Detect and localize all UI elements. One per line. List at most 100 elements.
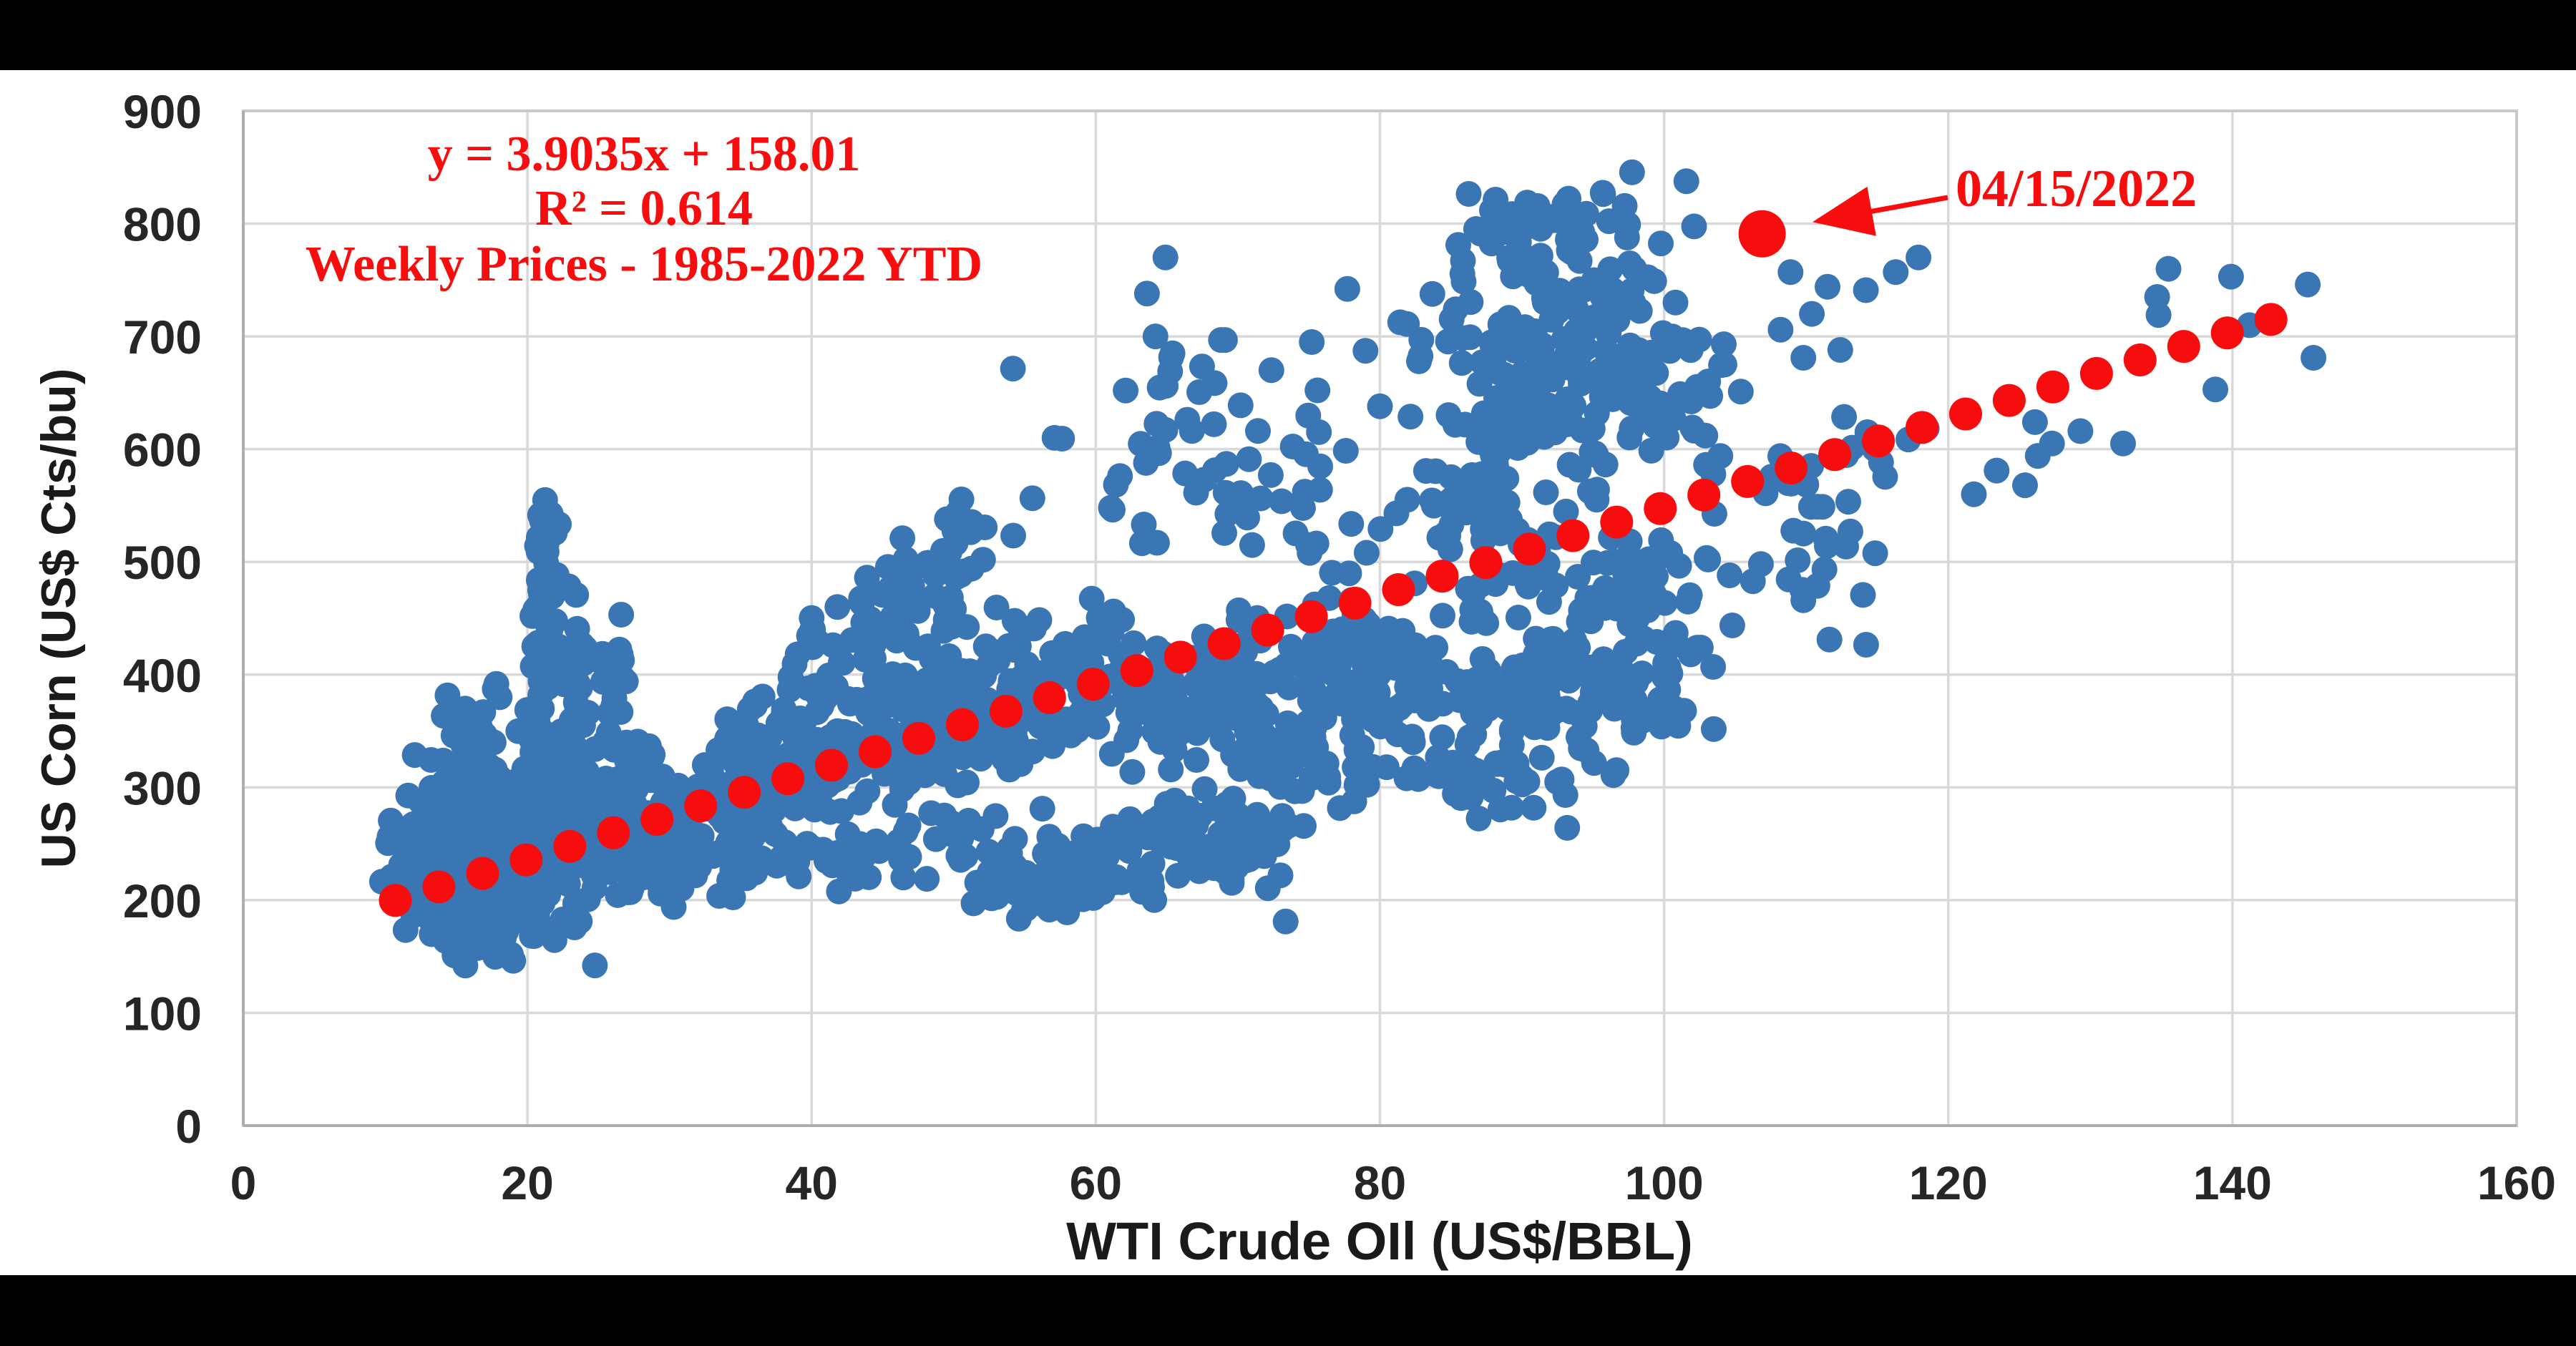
data-point [1423, 458, 1449, 484]
data-point [1095, 625, 1121, 652]
data-point [1853, 277, 1879, 303]
data-point [1244, 801, 1270, 828]
data-point [1597, 351, 1623, 377]
data-point [1121, 630, 1147, 656]
x-tick-100: 100 [1625, 1156, 1704, 1209]
data-point [1465, 805, 1492, 832]
data-point [892, 546, 919, 572]
trendline-dot [2036, 370, 2069, 404]
trendline-dot [1251, 613, 1284, 647]
data-point [1297, 688, 1323, 713]
data-point [1227, 392, 1254, 419]
trendline-dot [379, 884, 412, 917]
data-point [763, 852, 789, 878]
data-point [789, 708, 815, 734]
data-point [552, 735, 578, 761]
data-point [1143, 411, 1170, 437]
y-tick-500: 500 [123, 536, 202, 589]
data-point [1373, 754, 1400, 781]
data-point [581, 874, 608, 901]
data-point [2021, 409, 2048, 435]
data-point [1631, 698, 1657, 725]
r-squared-label: R² = 0.614 [535, 181, 753, 236]
data-point [934, 506, 960, 532]
x-tick-60: 60 [1070, 1156, 1122, 1209]
trendline-dot [859, 735, 892, 769]
data-point [889, 525, 916, 552]
data-point [529, 507, 555, 534]
data-point [954, 769, 980, 796]
data-point [1566, 457, 1592, 483]
trendline-dot [771, 762, 805, 796]
data-point [1236, 446, 1262, 472]
data-point [1397, 404, 1424, 430]
trendline-dot [1949, 397, 1982, 431]
data-point [1236, 749, 1263, 776]
data-point [1777, 259, 1804, 286]
data-point [1533, 565, 1560, 592]
data-point [600, 693, 627, 719]
data-point [431, 703, 457, 729]
data-point [914, 866, 940, 892]
data-point [1289, 494, 1316, 521]
data-point [1437, 536, 1463, 562]
data-point [1727, 379, 1754, 405]
data-point [1528, 744, 1555, 771]
data-point [1619, 159, 1645, 185]
data-point [1595, 380, 1621, 406]
data-point [1226, 597, 1252, 623]
data-point [1636, 391, 1662, 418]
data-point [388, 852, 414, 878]
trendline-dot [1687, 478, 1721, 512]
data-point [1526, 691, 1552, 716]
data-point [1282, 520, 1309, 547]
data-point [582, 952, 608, 979]
data-point [1652, 694, 1678, 721]
data-point [1301, 714, 1327, 741]
data-point [931, 802, 957, 829]
data-point [1304, 377, 1331, 404]
data-point [1565, 564, 1591, 590]
data-point [486, 764, 512, 791]
data-point [1445, 232, 1471, 258]
data-point [1536, 589, 1562, 615]
data-point [1264, 747, 1291, 774]
trendline-dot [1600, 505, 1634, 539]
data-point [1258, 357, 1284, 384]
data-point [1239, 532, 1265, 558]
data-point [461, 757, 487, 784]
data-point [1835, 489, 1861, 515]
y-tick-700: 700 [123, 311, 202, 364]
data-point [436, 902, 462, 928]
data-point [927, 744, 953, 771]
data-point [1505, 605, 1531, 630]
data-point [1524, 192, 1551, 219]
data-point [1577, 690, 1604, 716]
data-point [971, 663, 997, 689]
data-point [1597, 655, 1624, 681]
data-point [1480, 347, 1507, 374]
data-point [1113, 377, 1139, 404]
data-point [1247, 485, 1274, 512]
data-point [1161, 787, 1188, 814]
data-point [395, 782, 421, 809]
trendline-dot [466, 857, 499, 890]
data-point [1529, 332, 1556, 359]
data-point [525, 707, 551, 733]
data-point [1693, 452, 1719, 478]
data-point [418, 747, 444, 773]
data-point [1662, 620, 1689, 646]
letterbox-bottom [0, 1275, 2576, 1346]
data-point [1767, 316, 1794, 343]
y-axis-title: US Corn (US$ Cts/bu) [31, 369, 86, 869]
data-point [564, 698, 590, 724]
y-tick-900: 900 [123, 85, 202, 138]
data-point [972, 514, 998, 540]
data-point [1419, 281, 1445, 307]
data-point [1638, 437, 1664, 464]
data-point [1584, 400, 1610, 426]
data-point [532, 870, 559, 897]
data-point [1448, 769, 1474, 795]
data-point [1257, 462, 1284, 488]
data-point [487, 880, 514, 907]
